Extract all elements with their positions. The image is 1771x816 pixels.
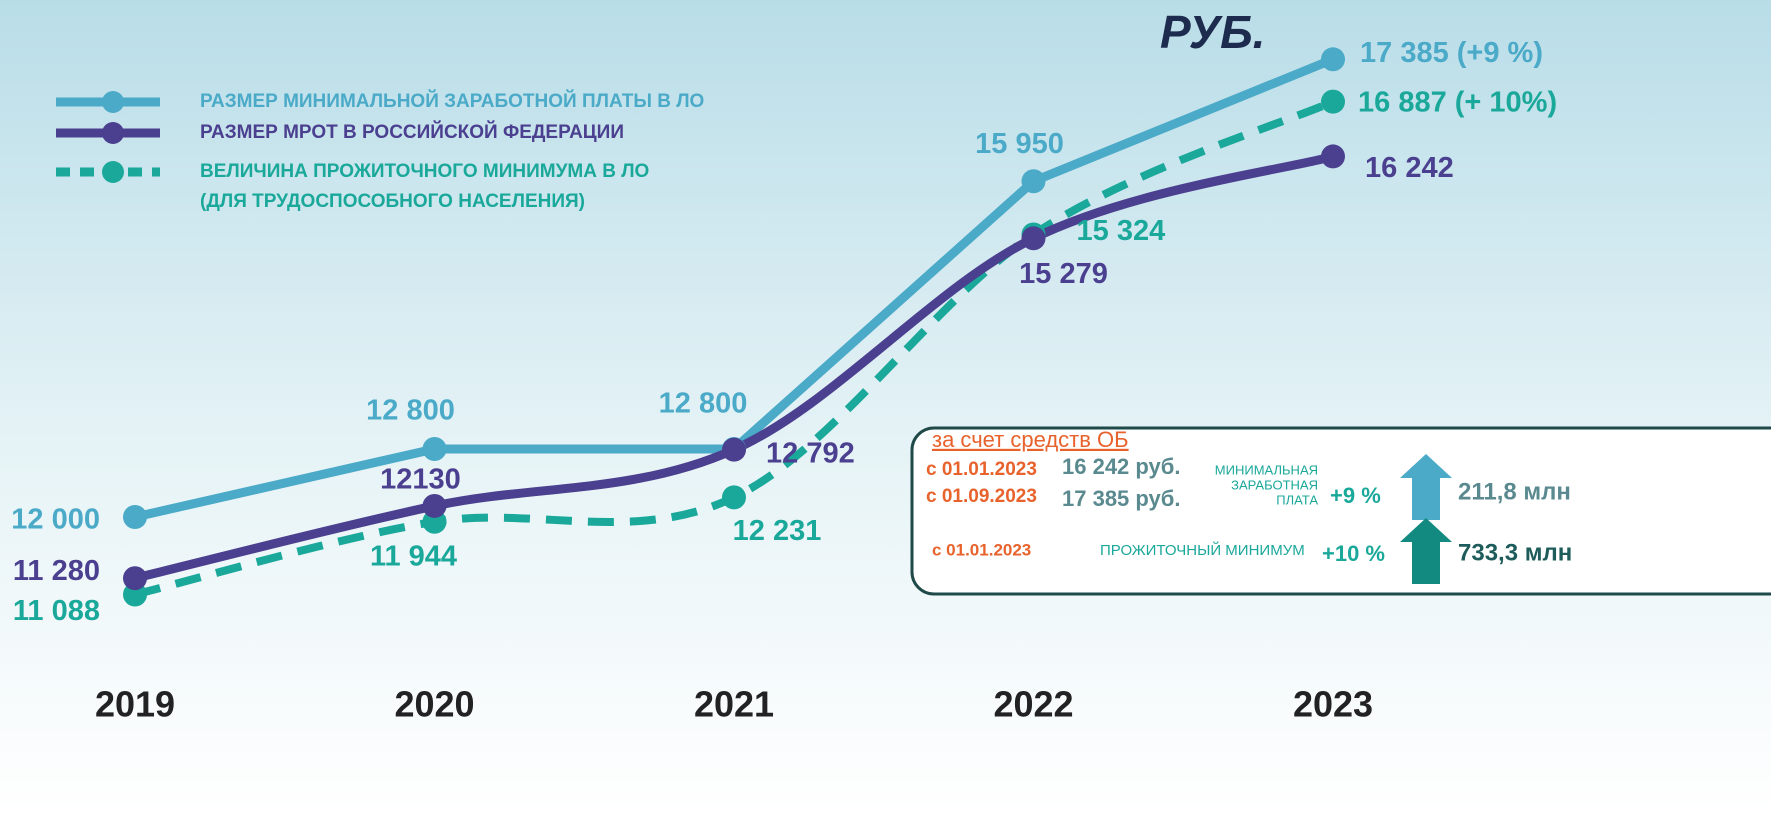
x-tick-label: 2020 [394, 684, 474, 725]
legend-swatch-dot [102, 161, 124, 183]
x-tick-label: 2019 [95, 684, 175, 725]
note-title: за счет средств ОБ [932, 427, 1129, 452]
note-frame [910, 426, 1771, 596]
data-point [722, 437, 746, 462]
note-wage-label: ПЛАТА [1276, 492, 1318, 507]
x-tick-label: 2023 [1293, 684, 1373, 725]
note-date: с 01.01.2023 [926, 459, 1037, 480]
data-label: 12 800 [366, 395, 455, 427]
x-tick-label: 2022 [993, 684, 1073, 725]
data-point [123, 566, 147, 591]
data-label: 15 324 [1077, 215, 1166, 247]
note-pct: +9 % [1330, 483, 1381, 508]
data-label: 12 231 [733, 515, 822, 547]
data-point [1021, 226, 1046, 251]
data-label: 16 887 (+ 10%) [1358, 86, 1557, 118]
note-pct: +10 % [1322, 541, 1385, 566]
legend-label: (ДЛЯ ТРУДОСПОСОБНОГО НАСЕЛЕНИЯ) [200, 191, 585, 212]
legend-label: РАЗМЕР МРОТ В РОССИЙСКОЙ ФЕДЕРАЦИИ [200, 121, 624, 143]
legend-swatch-dot [102, 122, 124, 144]
data-point [722, 485, 746, 510]
note-date: с 01.09.2023 [926, 486, 1037, 507]
data-label: 15 950 [975, 128, 1064, 160]
data-point [422, 493, 447, 518]
data-label: 12 000 [11, 504, 100, 536]
note-sum: 211,8 млн [1458, 478, 1571, 505]
series-line [134, 97, 1335, 599]
data-label: 12 800 [659, 388, 748, 420]
note-amount: 17 385 руб. [1062, 486, 1181, 511]
data-label: 15 279 [1019, 258, 1108, 290]
x-tick-label: 2021 [694, 684, 774, 725]
up-arrow [1400, 454, 1452, 520]
note-min-label: ПРОЖИТОЧНЫЙ МИНИМУМ [1100, 541, 1305, 559]
data-label: 16 242 [1365, 152, 1454, 184]
data-label: 12 792 [766, 437, 855, 469]
note-wage-label: ЗАРАБОТНАЯ [1231, 477, 1318, 492]
data-point [422, 437, 447, 461]
data-point [1321, 144, 1345, 169]
data-label: 11 280 [13, 555, 100, 587]
data-point [1321, 47, 1345, 72]
data-label: 17 385 (+9 %) [1360, 37, 1543, 69]
legend-swatch-dot [102, 91, 124, 113]
legend-label: ВЕЛИЧИНА ПРОЖИТОЧНОГО МИНИМУМА В ЛО [200, 161, 649, 182]
note-wage-label: МИНИМАЛЬНАЯ [1215, 462, 1318, 477]
data-label: 11 088 [13, 595, 100, 627]
note-box: за счет средств ОБ с 01.01.2023 с 01.09.… [910, 426, 1771, 596]
data-point [1021, 169, 1046, 194]
up-arrow [1400, 518, 1452, 584]
data-label: 12130 [380, 464, 461, 496]
legend-label: РАЗМЕР МИНИМАЛЬНОЙ ЗАРАБОТНОЙ ПЛАТЫ В ЛО [200, 90, 704, 112]
note-amount: 16 242 руб. [1062, 454, 1181, 479]
data-point [1321, 89, 1345, 114]
note-date: с 01.01.2023 [932, 540, 1031, 559]
data-point [123, 505, 147, 529]
unit-label: РУБ. [1160, 6, 1265, 58]
data-label: 11 944 [370, 540, 457, 572]
note-sum: 733,3 млн [1458, 539, 1572, 566]
